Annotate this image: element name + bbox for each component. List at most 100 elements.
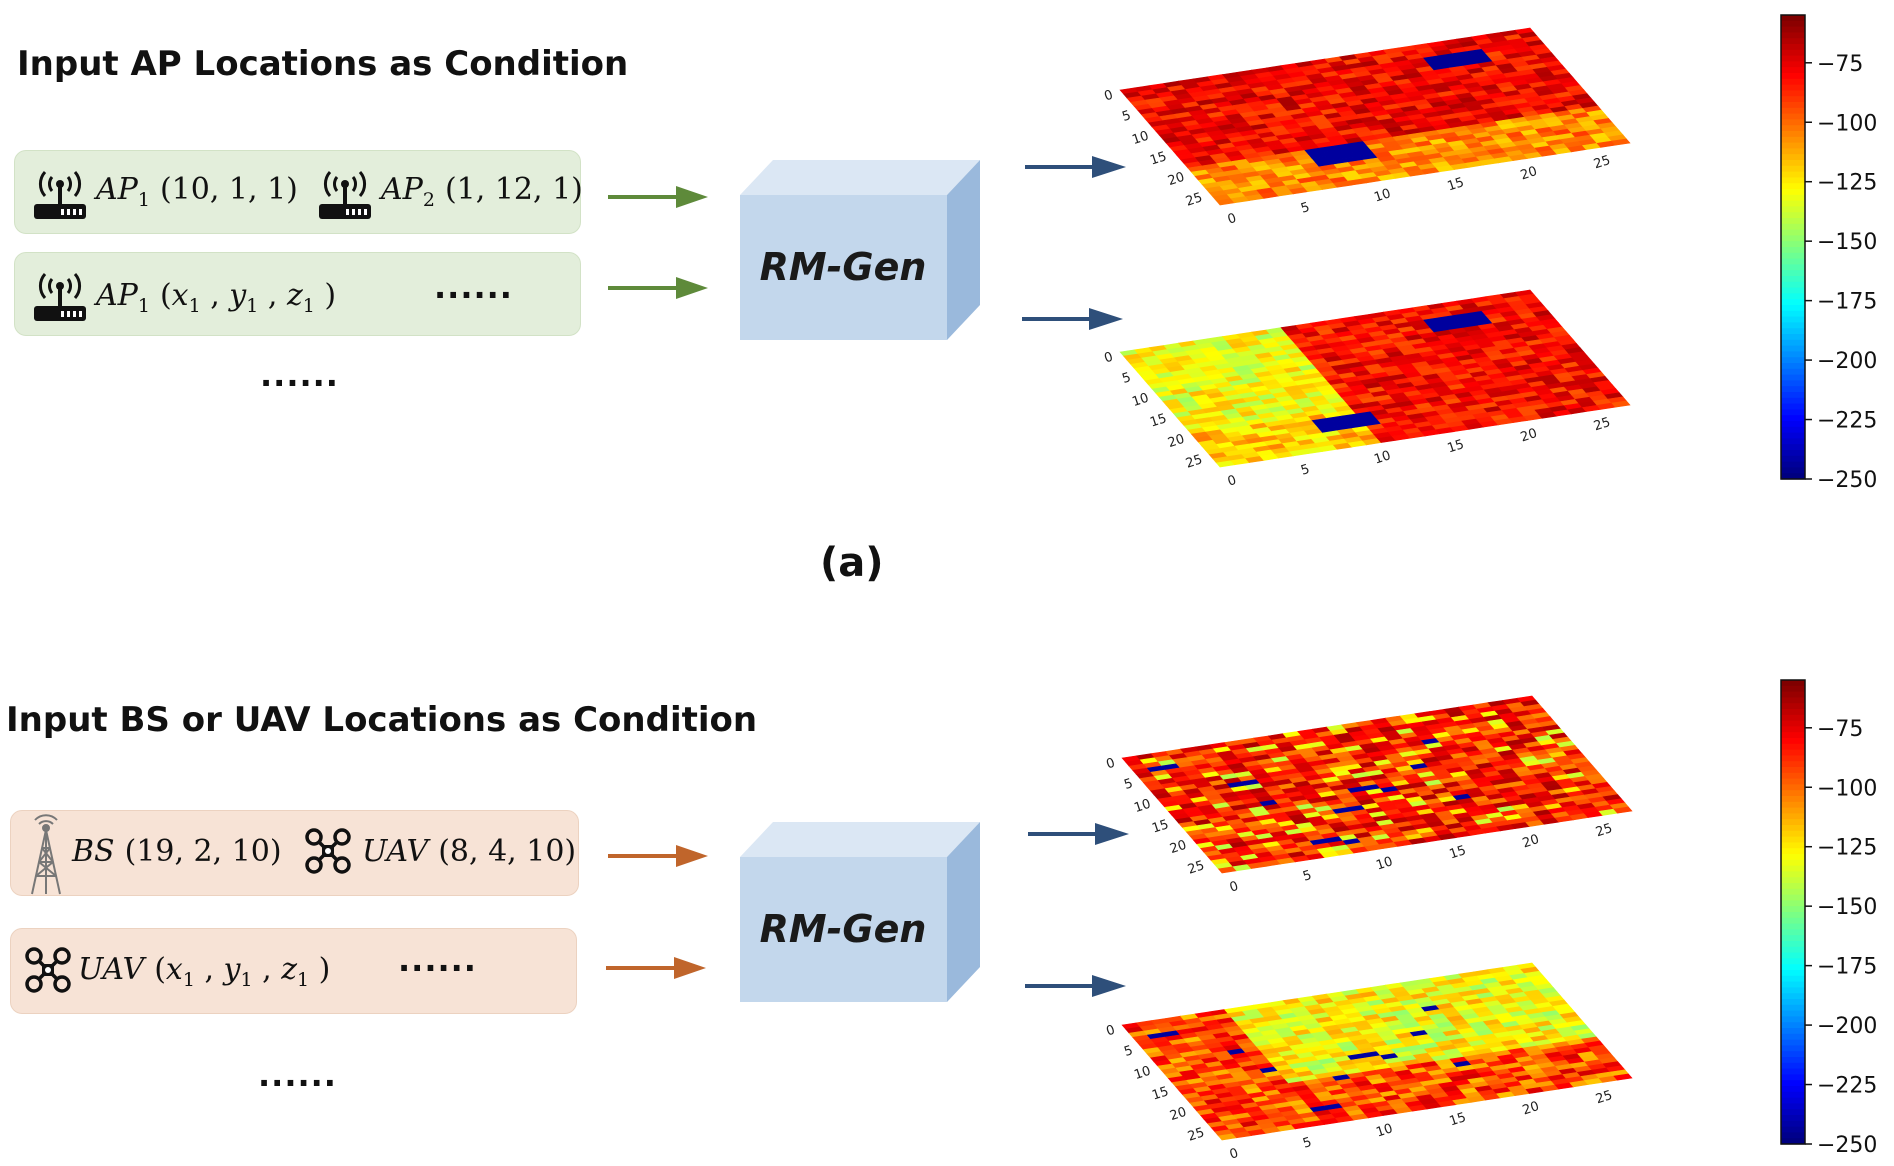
colorbar-segment bbox=[1781, 1097, 1805, 1104]
heatmap-cell bbox=[1611, 400, 1631, 408]
cell-tower-icon bbox=[26, 812, 66, 901]
colorbar-segment bbox=[1781, 247, 1805, 254]
axis-tick-label: 25 bbox=[1594, 821, 1614, 840]
axis-tick-label: 5 bbox=[1299, 200, 1312, 217]
arrow-bs-uav-to-model bbox=[606, 957, 706, 979]
axis-tick-label: 15 bbox=[1148, 149, 1168, 168]
colorbar-segment bbox=[1781, 813, 1805, 820]
axis-tick-label: 15 bbox=[1446, 437, 1466, 456]
arrow-model-to-map bbox=[1025, 975, 1126, 997]
axis-tick-label: 5 bbox=[1120, 370, 1133, 387]
colorbar-segment bbox=[1781, 946, 1805, 954]
colorbar-segment bbox=[1781, 258, 1805, 265]
colorbar-segment bbox=[1781, 1028, 1805, 1035]
axis-tick-label: 15 bbox=[1446, 175, 1466, 194]
colorbar-segment bbox=[1781, 322, 1805, 329]
colorbar-tick-label: −175 bbox=[1817, 290, 1877, 315]
drone-icon bbox=[24, 946, 72, 999]
colorbar-segment bbox=[1781, 958, 1805, 965]
colorbar-segment bbox=[1781, 148, 1805, 155]
colorbar-segment bbox=[1781, 796, 1805, 803]
colorbar-tick-label: −200 bbox=[1817, 1014, 1877, 1039]
colorbar-segment bbox=[1781, 241, 1805, 248]
colorbar-segment bbox=[1781, 73, 1805, 80]
axis-tick-label: 10 bbox=[1130, 391, 1150, 410]
colorbar-tick-label: −75 bbox=[1817, 52, 1863, 77]
colorbar-segment bbox=[1781, 900, 1805, 907]
colorbar-segment bbox=[1781, 680, 1805, 687]
axis-tick-label: 20 bbox=[1168, 1105, 1188, 1124]
colorbar-segment bbox=[1781, 732, 1805, 739]
colorbar-segment bbox=[1781, 119, 1805, 126]
colorbar-segment bbox=[1781, 171, 1805, 178]
colorbar-segment bbox=[1781, 345, 1805, 352]
axis-tick-label: 5 bbox=[1299, 462, 1312, 479]
axis-tick-label: 5 bbox=[1301, 1135, 1314, 1152]
arrow-model-to-map bbox=[1022, 308, 1123, 330]
colorbar-segment bbox=[1781, 1086, 1805, 1093]
colorbar-segment bbox=[1781, 154, 1805, 161]
colorbar-segment bbox=[1781, 970, 1805, 977]
heatmap-cell bbox=[1613, 806, 1633, 814]
colorbar-segment bbox=[1781, 44, 1805, 51]
colorbar-segment bbox=[1781, 252, 1805, 260]
colorbar-segment bbox=[1781, 1120, 1805, 1128]
colorbar-segment bbox=[1781, 363, 1805, 370]
colorbar-segment bbox=[1781, 993, 1805, 1000]
colorbar-segment bbox=[1781, 807, 1805, 814]
colorbar-tick-label: −200 bbox=[1817, 349, 1877, 374]
colorbar-segment bbox=[1781, 357, 1805, 364]
colorbar-segment bbox=[1781, 15, 1805, 22]
colorbar-segment bbox=[1781, 432, 1805, 439]
colorbar-segment bbox=[1781, 964, 1805, 971]
colorbar-segment bbox=[1781, 726, 1805, 733]
colorbar-segment bbox=[1781, 935, 1805, 942]
router-icon bbox=[33, 268, 87, 329]
colorbar-segment bbox=[1781, 842, 1805, 849]
axis-tick-label: 20 bbox=[1521, 1099, 1541, 1118]
colorbar-tick-label: −150 bbox=[1817, 230, 1877, 255]
colorbar-segment bbox=[1781, 1109, 1805, 1116]
colorbar-segment bbox=[1781, 848, 1805, 855]
rm-gen-model-block: RM-Gen bbox=[740, 822, 980, 1002]
colorbar-segment bbox=[1781, 299, 1805, 306]
colorbar-segment bbox=[1781, 975, 1805, 983]
colorbar-segment bbox=[1781, 871, 1805, 878]
colorbar-segment bbox=[1781, 1080, 1805, 1087]
axis-tick-label: 25 bbox=[1186, 1125, 1206, 1144]
colorbar-segment bbox=[1781, 825, 1805, 832]
colorbar-segment bbox=[1781, 270, 1805, 277]
colorbar-segment bbox=[1781, 1045, 1805, 1052]
bs-condition: BS (19, 2, 10) bbox=[72, 834, 282, 869]
ap-condition-row-1 bbox=[14, 150, 581, 234]
rm-gen-label: RM-Gen bbox=[760, 245, 927, 289]
colorbar-segment bbox=[1781, 743, 1805, 751]
colorbar-segment bbox=[1781, 1115, 1805, 1122]
colorbar-tick-label: −250 bbox=[1817, 468, 1877, 493]
colorbar-segment bbox=[1781, 473, 1805, 480]
colorbar-segment bbox=[1781, 351, 1805, 358]
colorbar-segment bbox=[1781, 720, 1805, 727]
ellipsis: ...... bbox=[398, 941, 477, 979]
colorbar-segment bbox=[1781, 784, 1805, 791]
colorbar-segment bbox=[1781, 177, 1805, 184]
colorbar-segment bbox=[1781, 368, 1805, 376]
colorbar-segment bbox=[1781, 415, 1805, 422]
colorbar-segment bbox=[1781, 26, 1805, 33]
colorbar-tick-label: −250 bbox=[1817, 1133, 1877, 1158]
colorbar-segment bbox=[1781, 749, 1805, 756]
axis-tick-label: 5 bbox=[1122, 1043, 1135, 1060]
axis-tick-label: 10 bbox=[1372, 186, 1392, 205]
colorbar-segment bbox=[1781, 830, 1805, 838]
colorbar-segment bbox=[1781, 90, 1805, 97]
colorbar-segment bbox=[1781, 1051, 1805, 1058]
colorbar-segment bbox=[1781, 96, 1805, 103]
axis-tick-label: 0 bbox=[1226, 473, 1239, 490]
colorbar-segment bbox=[1781, 218, 1805, 225]
colorbar-segment bbox=[1781, 206, 1805, 213]
colorbar-segment bbox=[1781, 438, 1805, 445]
colorbar-segment bbox=[1781, 987, 1805, 994]
